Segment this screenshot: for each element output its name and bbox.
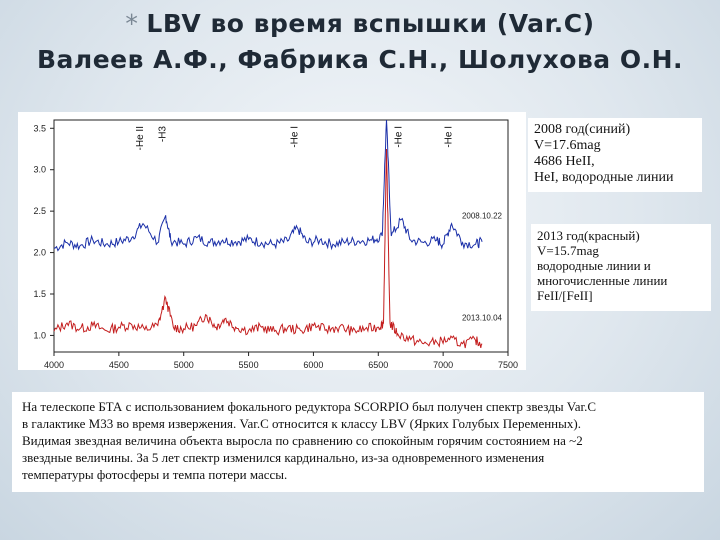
legend-2013-line: V=15.7mag — [537, 243, 599, 258]
x-tick-label: 5500 — [239, 360, 259, 370]
caption-line: звездные величины. За 5 лет спектр измен… — [22, 450, 545, 465]
x-tick-label: 7500 — [498, 360, 518, 370]
legend-2008-line: HeI, водородные линии — [534, 170, 674, 185]
spectral-line-label: -He I — [289, 126, 300, 148]
x-tick-label: 6500 — [368, 360, 388, 370]
spectral-line-label: -He II — [135, 126, 146, 150]
bullet-star: * — [125, 9, 139, 38]
caption-line: в галактике M33 во время извержения. Var… — [22, 416, 581, 431]
legend-2008-line: 4686 HeII, — [534, 154, 595, 169]
series-date-label: 2008.10.22 — [462, 212, 503, 221]
legend-2013: 2013 год(красный) V=15.7mag водородные л… — [531, 224, 711, 311]
y-tick-label: 1.0 — [33, 330, 46, 340]
caption-text: На телескопе БТА с использованием фокаль… — [12, 392, 704, 492]
legend-2008-line: 2008 год(синий) — [534, 122, 631, 137]
legend-2013-line: FeII/[FeII] — [537, 288, 593, 303]
y-tick-label: 2.5 — [33, 206, 46, 216]
caption-line: Видимая звездная величина объекта выросл… — [22, 433, 583, 448]
caption-line: температуры фотосферы и темпа потери мас… — [22, 467, 288, 482]
x-tick-label: 6000 — [303, 360, 323, 370]
y-tick-label: 3.5 — [33, 123, 46, 133]
series-line-blue — [53, 119, 483, 252]
legend-2008: 2008 год(синий) V=17.6mag 4686 HeII, HeI… — [528, 118, 702, 192]
legend-2013-line: водородные линии и — [537, 258, 651, 273]
slide-title: * LBV во время вспышки (Var.C) Валеев А.Ф… — [0, 6, 720, 78]
plot-frame — [53, 119, 509, 353]
series-line-red — [53, 148, 483, 349]
spectral-line-label: -H3 — [158, 126, 169, 143]
caption-line: На телескопе БТА с использованием фокаль… — [22, 399, 597, 414]
legend-2013-line: 2013 год(красный) — [537, 228, 640, 243]
x-tick-label: 4500 — [109, 360, 129, 370]
x-tick-label: 7000 — [433, 360, 453, 370]
x-tick-label: 5000 — [174, 360, 194, 370]
y-tick-label: 2.0 — [33, 248, 46, 258]
x-tick-label: 4000 — [44, 360, 64, 370]
series-date-label: 2013.10.04 — [462, 314, 503, 323]
spectrum-plot: 4000 4500 5000 5500 6000 6500 7000 7500 1.0 1.5 2.… — [18, 112, 526, 370]
title-text: LBV во время вспышки (Var.C) — [146, 9, 595, 38]
title-line-1: * LBV во время вспышки (Var.C) — [0, 6, 720, 42]
spectral-line-label: -He I — [393, 126, 404, 148]
spectral-line-label: -He I — [444, 126, 455, 148]
y-tick-label: 3.0 — [33, 165, 46, 175]
legend-2013-line: многочисленные линии — [537, 273, 668, 288]
title-line-2: Валеев А.Ф., Фабрика С.Н., Шолухова О.Н. — [36, 45, 684, 74]
legend-2008-line: V=17.6mag — [534, 138, 601, 153]
spectrum-chart-svg: 4000 4500 5000 5500 6000 6500 7000 7500 1.0 1.5 2.… — [33, 119, 518, 370]
y-tick-label: 1.5 — [33, 289, 46, 299]
